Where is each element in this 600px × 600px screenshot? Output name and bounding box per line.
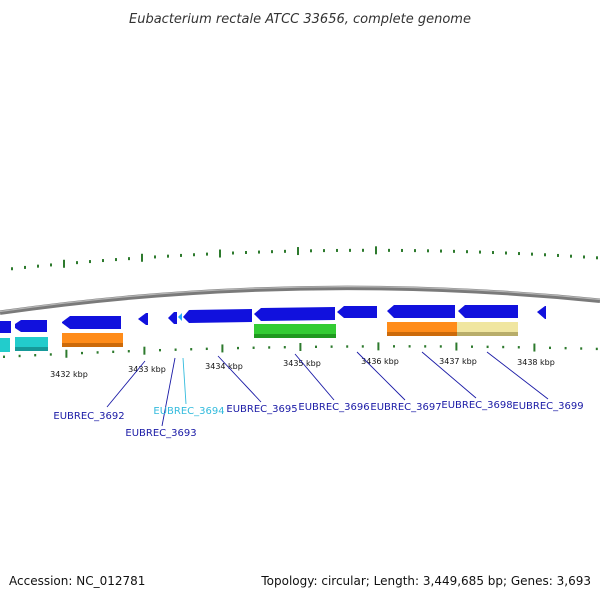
gene-arrow-eubrec-3697[interactable] bbox=[337, 306, 377, 318]
gene-arrow[interactable] bbox=[15, 320, 47, 332]
gene-arrow-small[interactable] bbox=[178, 313, 182, 321]
leader-line bbox=[486, 351, 549, 400]
cog-bar-cyan-shade bbox=[15, 347, 48, 351]
gene-label-eubrec-3695[interactable]: EUBREC_3695 bbox=[226, 404, 297, 415]
genome-summary-text: Topology: circular; Length: 3,449,685 bp… bbox=[260, 574, 591, 588]
leader-line bbox=[421, 351, 477, 399]
leader-line bbox=[161, 357, 176, 427]
gene-label-eubrec-3697[interactable]: EUBREC_3697 bbox=[370, 402, 441, 413]
accession-text: Accession: NC_012781 bbox=[9, 574, 145, 588]
gene-arrow-eubrec-3692[interactable] bbox=[62, 316, 121, 329]
gene-arrow[interactable] bbox=[537, 306, 546, 319]
leader-line bbox=[217, 355, 262, 403]
gene-label-leaders bbox=[106, 351, 549, 427]
leader-line bbox=[294, 353, 335, 401]
kbp-label: 3432 kbp bbox=[50, 370, 88, 379]
cog-bar-green-shade bbox=[254, 334, 336, 338]
gene-label-eubrec-3694[interactable]: EUBREC_3694 bbox=[153, 406, 224, 417]
gene-arrow-eubrec-3693[interactable] bbox=[138, 313, 148, 325]
cog-bar-orange-shade bbox=[62, 343, 123, 347]
gene-label-eubrec-3693[interactable]: EUBREC_3693 bbox=[125, 428, 196, 439]
gene-arrow[interactable] bbox=[0, 321, 11, 333]
cog-bar-orange-shade bbox=[387, 332, 457, 336]
cog-bar-cyan bbox=[0, 338, 10, 352]
gene-arrow-eubrec-3696[interactable] bbox=[254, 307, 335, 321]
gene-arrow-eubrec-3694[interactable] bbox=[168, 312, 177, 324]
gene-label-eubrec-3692[interactable]: EUBREC_3692 bbox=[53, 411, 124, 422]
map-title: Eubacterium rectale ATCC 33656, complete… bbox=[129, 12, 471, 27]
genome-backbone-highlight bbox=[0, 286, 600, 313]
kbp-label: 3435 kbp bbox=[283, 359, 321, 368]
kbp-label: 3436 kbp bbox=[361, 357, 399, 366]
outer-tick-ring bbox=[11, 246, 598, 271]
gene-features bbox=[0, 305, 546, 352]
gene-arrow-eubrec-3695[interactable] bbox=[183, 309, 252, 323]
gene-labels: EUBREC_3692 EUBREC_3693 EUBREC_3694 EUBR… bbox=[53, 400, 583, 439]
gene-label-eubrec-3699[interactable]: EUBREC_3699 bbox=[512, 401, 583, 412]
kbp-label: 3437 kbp bbox=[439, 357, 477, 366]
genome-backbone bbox=[0, 285, 600, 315]
leader-line bbox=[182, 357, 187, 405]
gene-arrow-eubrec-3698[interactable] bbox=[387, 305, 455, 318]
kbp-label: 3434 kbp bbox=[205, 362, 243, 371]
kbp-label: 3433 kbp bbox=[128, 365, 166, 374]
gene-label-eubrec-3696[interactable]: EUBREC_3696 bbox=[298, 402, 369, 413]
kbp-label: 3438 kbp bbox=[517, 358, 555, 367]
leader-line bbox=[356, 351, 406, 401]
cog-bar-khaki-shade bbox=[457, 332, 518, 336]
leader-line bbox=[106, 360, 146, 408]
gene-label-eubrec-3698[interactable]: EUBREC_3698 bbox=[441, 400, 512, 411]
gene-arrow-eubrec-3699[interactable] bbox=[458, 305, 518, 318]
inner-tick-ring bbox=[3, 342, 598, 358]
kbp-scale: 3432 kbp 3433 kbp 3434 kbp 3435 kbp 3436… bbox=[50, 357, 555, 379]
